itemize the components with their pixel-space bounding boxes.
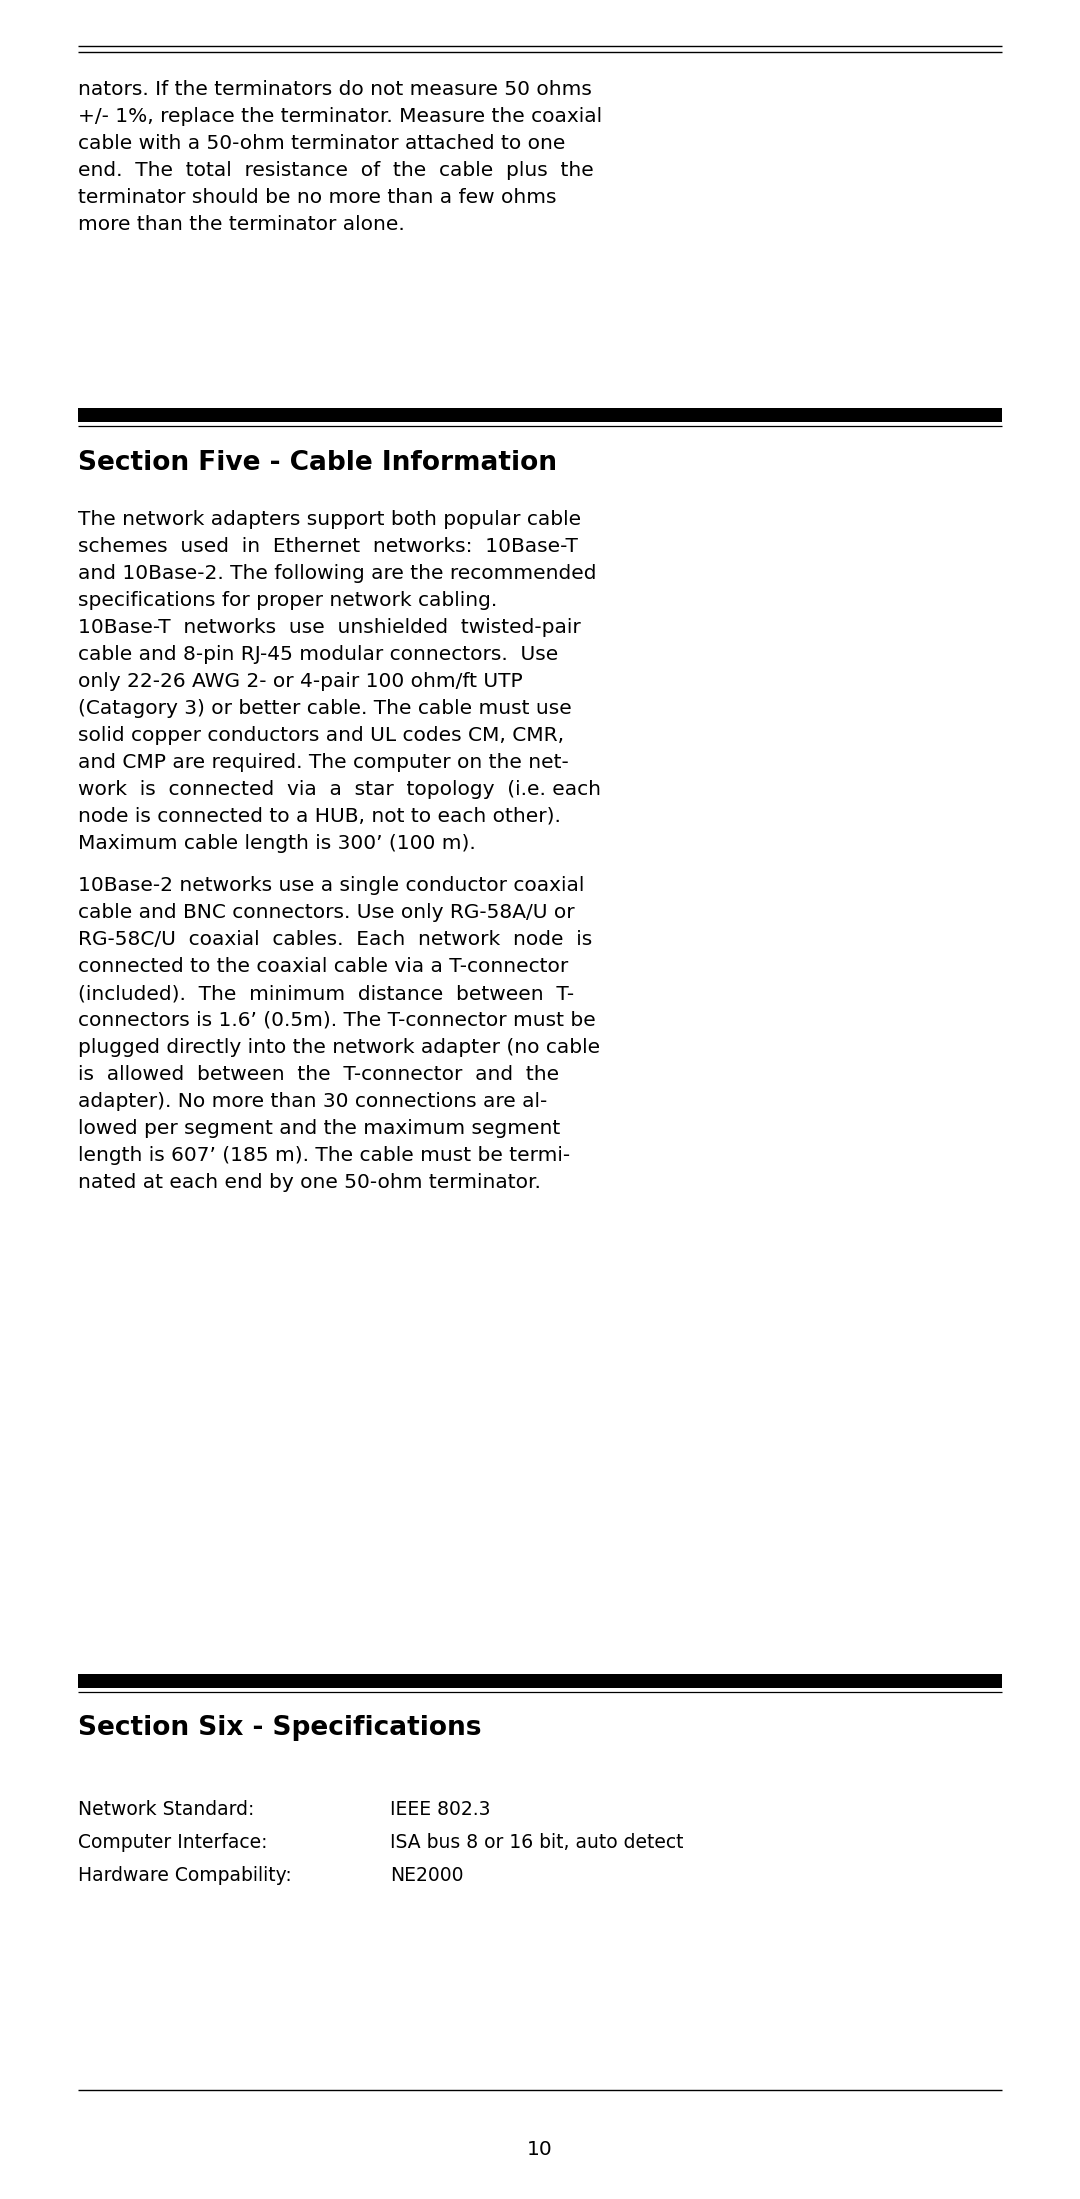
Bar — [78, 409, 1002, 422]
Text: nators. If the terminators do not measure 50 ohms: nators. If the terminators do not measur… — [78, 79, 592, 99]
Text: and CMP are required. The computer on the net-: and CMP are required. The computer on th… — [78, 752, 569, 772]
Text: solid copper conductors and UL codes CM, CMR,: solid copper conductors and UL codes CM,… — [78, 726, 564, 745]
Text: Hardware Compability:: Hardware Compability: — [78, 1867, 292, 1885]
Text: (included).  The  minimum  distance  between  T-: (included). The minimum distance between… — [78, 983, 575, 1003]
Text: 10: 10 — [527, 2140, 553, 2159]
Text: Maximum cable length is 300’ (100 m).: Maximum cable length is 300’ (100 m). — [78, 833, 476, 853]
Text: lowed per segment and the maximum segment: lowed per segment and the maximum segmen… — [78, 1119, 561, 1139]
Text: only 22-26 AWG 2- or 4-pair 100 ohm/ft UTP: only 22-26 AWG 2- or 4-pair 100 ohm/ft U… — [78, 673, 523, 690]
Text: cable and 8-pin RJ-45 modular connectors.  Use: cable and 8-pin RJ-45 modular connectors… — [78, 644, 558, 664]
Bar — [78, 1673, 1002, 1689]
Text: 10Base-T  networks  use  unshielded  twisted-pair: 10Base-T networks use unshielded twisted… — [78, 618, 581, 638]
Text: is  allowed  between  the  T-connector  and  the: is allowed between the T-connector and t… — [78, 1064, 559, 1084]
Text: connectors is 1.6’ (0.5m). The T-connector must be: connectors is 1.6’ (0.5m). The T-connect… — [78, 1012, 596, 1029]
Text: length is 607’ (185 m). The cable must be termi-: length is 607’ (185 m). The cable must b… — [78, 1146, 570, 1165]
Text: node is connected to a HUB, not to each other).: node is connected to a HUB, not to each … — [78, 807, 561, 827]
Text: work  is  connected  via  a  star  topology  (i.e. each: work is connected via a star topology (i… — [78, 781, 600, 798]
Text: +/- 1%, replace the terminator. Measure the coaxial: +/- 1%, replace the terminator. Measure … — [78, 108, 603, 125]
Text: adapter). No more than 30 connections are al-: adapter). No more than 30 connections ar… — [78, 1093, 548, 1110]
Text: (Catagory 3) or better cable. The cable must use: (Catagory 3) or better cable. The cable … — [78, 699, 571, 719]
Text: Network Standard:: Network Standard: — [78, 1801, 255, 1819]
Text: NE2000: NE2000 — [390, 1867, 463, 1885]
Text: The network adapters support both popular cable: The network adapters support both popula… — [78, 510, 581, 530]
Text: plugged directly into the network adapter (no cable: plugged directly into the network adapte… — [78, 1038, 600, 1058]
Text: IEEE 802.3: IEEE 802.3 — [390, 1801, 490, 1819]
Text: nated at each end by one 50-ohm terminator.: nated at each end by one 50-ohm terminat… — [78, 1172, 541, 1192]
Text: ISA bus 8 or 16 bit, auto detect: ISA bus 8 or 16 bit, auto detect — [390, 1834, 684, 1852]
Text: connected to the coaxial cable via a T-connector: connected to the coaxial cable via a T-c… — [78, 957, 568, 976]
Text: RG-58C/U  coaxial  cables.  Each  network  node  is: RG-58C/U coaxial cables. Each network no… — [78, 930, 592, 950]
Text: Computer Interface:: Computer Interface: — [78, 1834, 268, 1852]
Text: 10Base-2 networks use a single conductor coaxial: 10Base-2 networks use a single conductor… — [78, 875, 584, 895]
Text: and 10Base-2. The following are the recommended: and 10Base-2. The following are the reco… — [78, 563, 596, 583]
Text: end.  The  total  resistance  of  the  cable  plus  the: end. The total resistance of the cable p… — [78, 161, 594, 180]
Text: Section Six - Specifications: Section Six - Specifications — [78, 1715, 482, 1742]
Text: more than the terminator alone.: more than the terminator alone. — [78, 216, 405, 233]
Text: cable and BNC connectors. Use only RG-58A/U or: cable and BNC connectors. Use only RG-58… — [78, 904, 575, 921]
Text: Section Five - Cable Information: Section Five - Cable Information — [78, 451, 557, 475]
Text: cable with a 50-ohm terminator attached to one: cable with a 50-ohm terminator attached … — [78, 134, 565, 154]
Text: schemes  used  in  Ethernet  networks:  10Base-T: schemes used in Ethernet networks: 10Bas… — [78, 537, 578, 556]
Text: terminator should be no more than a few ohms: terminator should be no more than a few … — [78, 187, 556, 207]
Text: specifications for proper network cabling.: specifications for proper network cablin… — [78, 592, 497, 609]
